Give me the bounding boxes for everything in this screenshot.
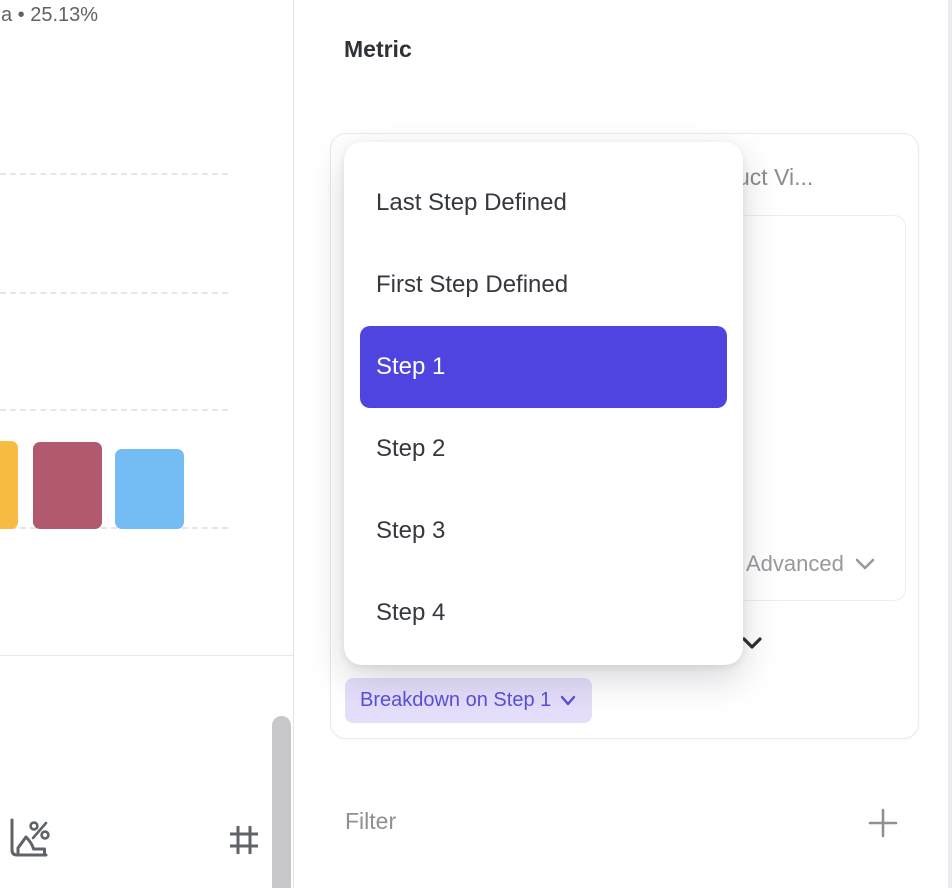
dropdown-option-step-2[interactable]: Step 2	[344, 408, 743, 490]
hash-grid-icon	[230, 826, 258, 854]
collapse-chevron-button[interactable]	[741, 635, 763, 651]
dropdown-option-first-step-defined[interactable]: First Step Defined	[344, 244, 743, 326]
dropdown-option-highlight: First Step Defined	[360, 244, 727, 326]
chevron-down-icon	[561, 695, 576, 706]
metric-section-title: Metric	[344, 36, 412, 62]
dropdown-option-highlight: Step 3	[360, 490, 727, 572]
dropdown-option-highlight: Step 4	[360, 572, 727, 654]
dropdown-option-label: Step 1	[376, 353, 446, 380]
chart-gridline	[0, 409, 228, 411]
chart-gridline	[0, 292, 228, 294]
funnel-bar-maroon[interactable]	[33, 442, 102, 529]
legend-value-fragment: a • 25.13%	[1, 4, 99, 26]
funnel-bar-blue[interactable]	[115, 449, 184, 529]
right-panel-edge	[948, 0, 952, 888]
percent-chart-button[interactable]	[4, 814, 50, 862]
advanced-toggle[interactable]: Advanced	[746, 551, 876, 577]
chevron-down-icon	[855, 558, 875, 570]
dropdown-option-last-step-defined[interactable]: Last Step Defined	[344, 162, 743, 244]
dropdown-option-label: Step 2	[376, 435, 446, 462]
percent-chart-icon	[10, 818, 50, 857]
breakdown-button-label: Breakdown on Step 1	[360, 689, 552, 711]
plus-icon	[868, 808, 898, 838]
dropdown-option-label: First Step Defined	[376, 271, 569, 298]
chart-panel: a • 25.13%	[0, 0, 293, 888]
dropdown-option-step-4[interactable]: Step 4	[344, 572, 743, 654]
advanced-label: Advanced	[746, 551, 844, 576]
chevron-down-icon	[742, 637, 762, 649]
metric-dropdown: Last Step Defined First Step Defined Step …	[344, 142, 743, 665]
dropdown-option-label: Step 3	[376, 517, 446, 544]
dropdown-option-step-1[interactable]: Step 1	[344, 326, 743, 408]
dropdown-option-highlight: Step 1	[360, 326, 727, 408]
breakdown-on-step-button[interactable]: Breakdown on Step 1	[345, 678, 593, 723]
dropdown-option-label: Last Step Defined	[376, 189, 567, 216]
funnel-bar-yellow[interactable]	[0, 441, 18, 529]
panel-horizontal-divider	[0, 655, 293, 656]
hash-grid-button[interactable]	[224, 820, 264, 860]
chart-gridline	[0, 527, 228, 529]
event-name-fragment: uct Vi...	[737, 164, 814, 190]
add-filter-button[interactable]	[868, 808, 898, 838]
panel-vertical-divider	[293, 0, 294, 888]
dropdown-option-step-3[interactable]: Step 3	[344, 490, 743, 572]
dropdown-option-label: Step 4	[376, 599, 446, 626]
dropdown-option-highlight: Step 2	[360, 408, 727, 490]
vertical-scrollbar-thumb[interactable]	[272, 716, 291, 888]
filter-section-title: Filter	[345, 808, 397, 834]
chart-gridline	[0, 173, 228, 175]
dropdown-option-highlight: Last Step Defined	[360, 162, 727, 244]
